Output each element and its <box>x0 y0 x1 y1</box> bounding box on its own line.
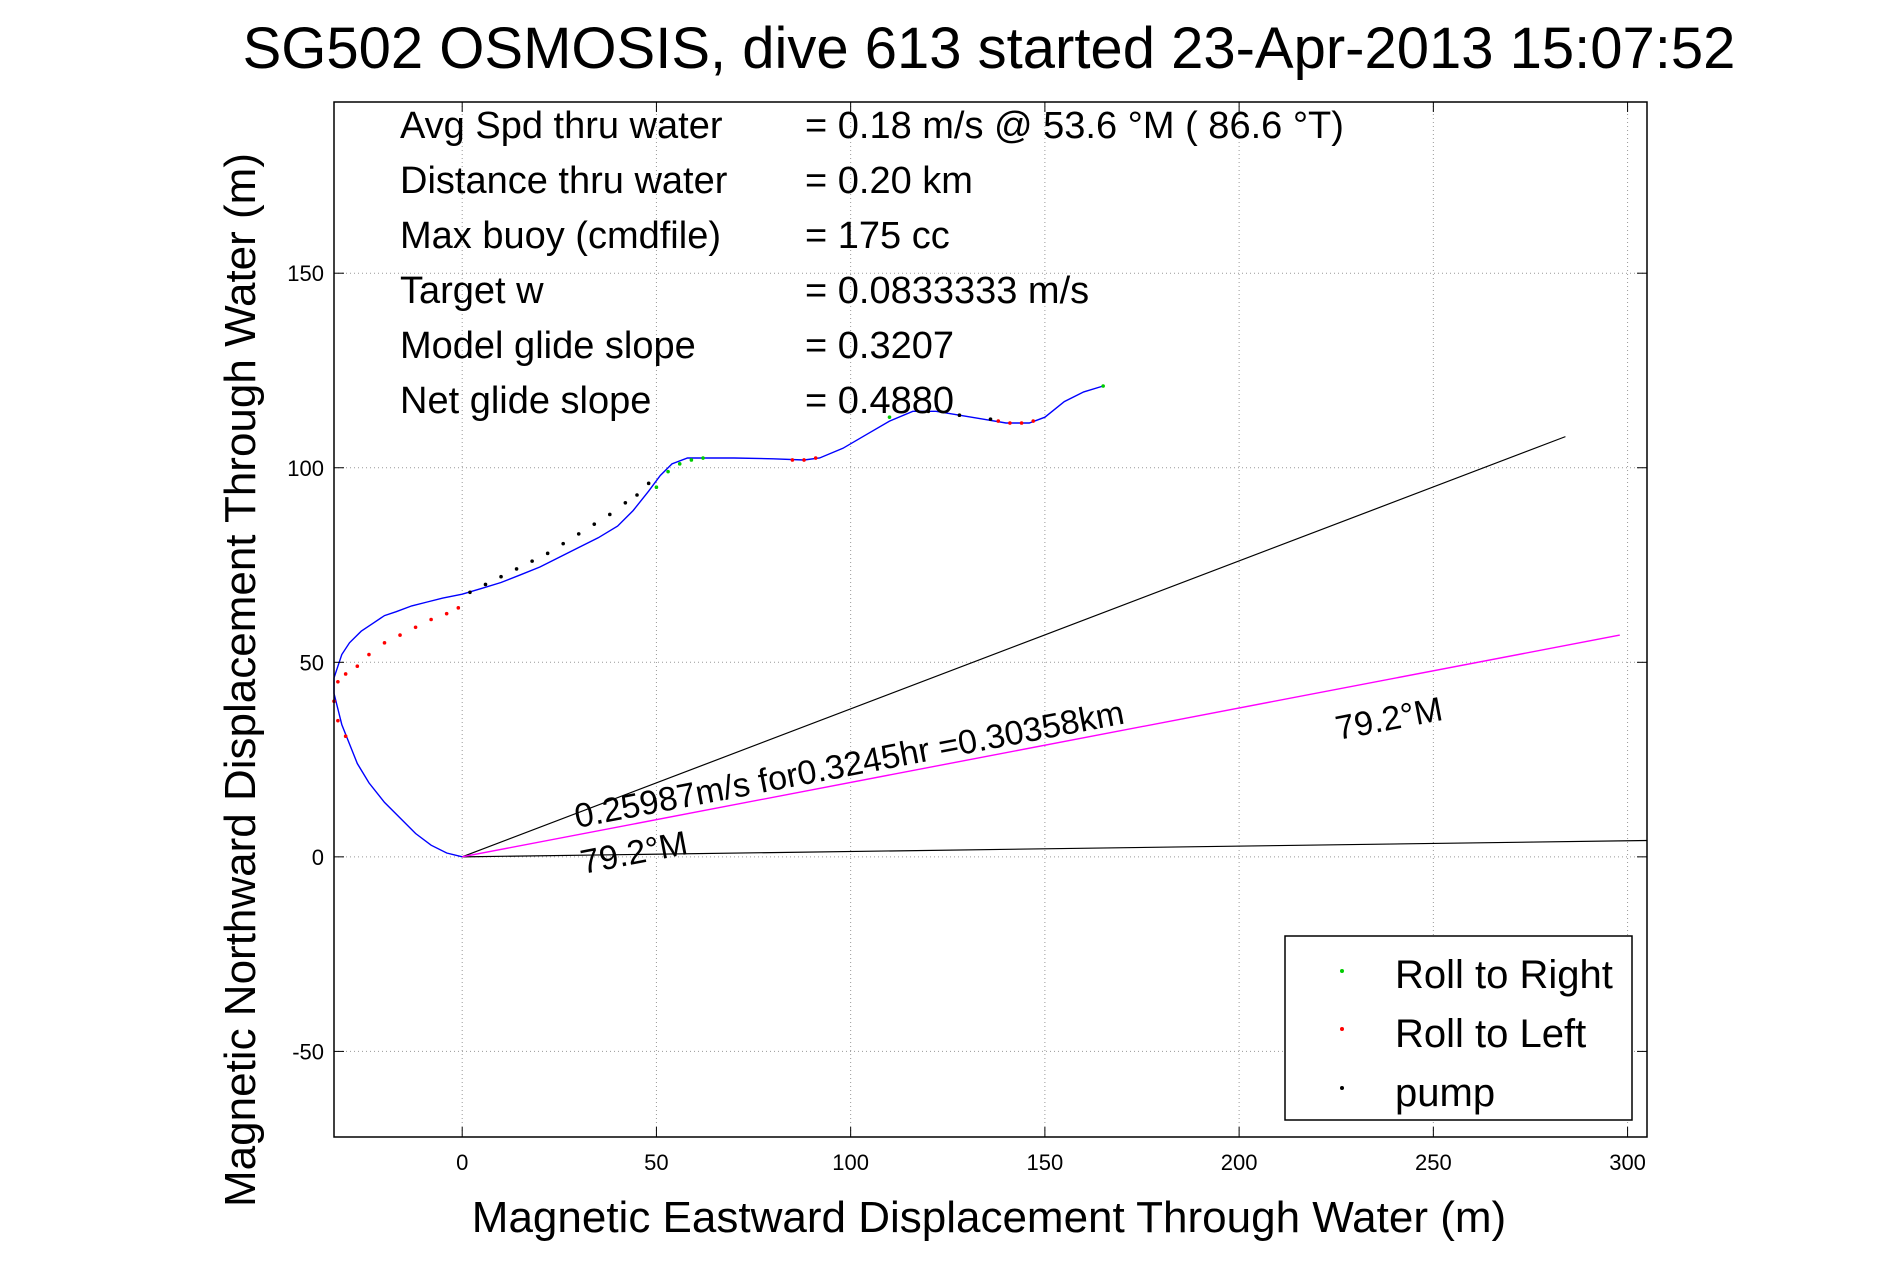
info-value: = 175 cc <box>805 215 950 257</box>
pump-point <box>561 541 565 546</box>
pump-point <box>514 567 519 571</box>
info-label: Target w <box>400 270 544 312</box>
roll-left-point <box>444 611 449 616</box>
roll-left-point <box>336 679 340 684</box>
roll-left-point <box>336 718 340 723</box>
pump-point <box>646 481 651 486</box>
roll-left-point <box>429 617 433 622</box>
pump-point <box>957 413 962 418</box>
legend-pump-label: pump <box>1395 1071 1495 1115</box>
axis-ticks: 0 50 100 150 200 250 300 -50 0 50 100 150 <box>287 102 1647 1175</box>
pump-point <box>483 582 488 587</box>
y-tick-label: 0 <box>312 845 324 870</box>
track-markers <box>332 384 1105 739</box>
x-tick-label: 250 <box>1415 1150 1452 1175</box>
pump-point <box>635 493 639 497</box>
current-speed-label: 0.25987m/s for0.3245hr =0.30358km <box>571 694 1127 836</box>
roll-right-point <box>666 469 670 474</box>
roll-left-point <box>382 641 387 645</box>
axes-box <box>333 101 1648 1138</box>
y-tick-label: -50 <box>292 1039 324 1064</box>
track-line <box>333 385 1104 858</box>
info-value: = 0.4880 <box>805 380 954 422</box>
current-vector <box>462 634 1620 858</box>
info-label: Max buoy (cmdfile) <box>400 215 721 257</box>
reference-line <box>461 436 1566 858</box>
legend-roll-right-label: Roll to Right <box>1395 953 1613 997</box>
roll-left-point <box>413 625 418 630</box>
info-value: = 0.20 km <box>805 160 973 202</box>
x-tick-label: 150 <box>1027 1150 1064 1175</box>
pump-point <box>576 532 581 536</box>
x-tick-label: 200 <box>1221 1150 1258 1175</box>
roll-left-point <box>790 458 795 462</box>
roll-right-point <box>887 415 892 419</box>
info-label: Model glide slope <box>400 325 696 367</box>
pump-point <box>468 590 472 595</box>
y-axis-label: Magnetic Northward Displacement Through … <box>216 153 265 1207</box>
info-label: Distance thru water <box>400 160 728 202</box>
pump-point <box>499 574 503 579</box>
info-label: Net glide slope <box>400 380 651 422</box>
info-value: = 0.3207 <box>805 325 954 367</box>
roll-left-point <box>813 456 818 460</box>
roll-left-point <box>343 672 348 676</box>
heading-label-upper: 79.2°M <box>1332 690 1445 748</box>
roll-right-point <box>654 485 659 490</box>
current-line <box>462 634 1620 858</box>
pump-point <box>545 551 550 556</box>
pump-point <box>988 417 993 421</box>
pump-point <box>608 512 612 517</box>
chart-title: SG502 OSMOSIS, dive 613 started 23-Apr-2… <box>243 16 1736 81</box>
info-label: Avg Spd thru water <box>400 105 723 147</box>
x-tick-label: 50 <box>644 1150 668 1175</box>
roll-left-point <box>1019 421 1024 425</box>
roll-right-point <box>1101 384 1105 388</box>
roll-left-point <box>398 633 402 637</box>
roll-right-point <box>701 456 705 460</box>
pump-point <box>926 409 931 414</box>
x-tick-label: 0 <box>456 1150 468 1175</box>
roll-left-point <box>343 734 348 739</box>
y-tick-label: 150 <box>287 261 324 286</box>
roll-right-point <box>689 458 694 462</box>
legend-roll-right-marker <box>1340 969 1344 973</box>
legend: Roll to Right Roll to Left pump <box>1284 935 1633 1121</box>
roll-left-point <box>456 606 461 610</box>
roll-left-point <box>355 664 360 668</box>
reference-lines <box>461 436 1648 858</box>
info-value: = 0.18 m/s @ 53.6 °M ( 86.6 °T) <box>805 105 1344 147</box>
roll-left-point <box>996 419 1001 423</box>
roll-left-point <box>367 652 371 657</box>
roll-right-point <box>677 462 682 466</box>
y-tick-label: 50 <box>300 650 324 675</box>
legend-roll-left-label: Roll to Left <box>1395 1012 1586 1056</box>
x-axis-label: Magnetic Eastward Displacement Through W… <box>472 1193 1506 1242</box>
reference-line <box>462 839 1648 858</box>
heading-label-lower: 79.2°M <box>577 824 690 882</box>
roll-left-point <box>802 458 806 462</box>
legend-pump-marker <box>1340 1086 1344 1090</box>
glider-track <box>333 385 1104 858</box>
legend-roll-left-marker <box>1340 1027 1344 1031</box>
dive-info-text: Avg Spd thru water = 0.18 m/s @ 53.6 °M (… <box>400 105 1344 422</box>
pump-point <box>530 559 534 563</box>
x-tick-label: 300 <box>1609 1150 1646 1175</box>
info-value: = 0.0833333 m/s <box>805 270 1089 312</box>
roll-left-point <box>1031 419 1036 423</box>
pump-point <box>623 500 628 505</box>
pump-point <box>592 522 597 526</box>
grid-lines <box>334 102 1647 1137</box>
roll-left-point <box>1008 421 1012 425</box>
y-tick-label: 100 <box>287 456 324 481</box>
x-tick-label: 100 <box>832 1150 869 1175</box>
